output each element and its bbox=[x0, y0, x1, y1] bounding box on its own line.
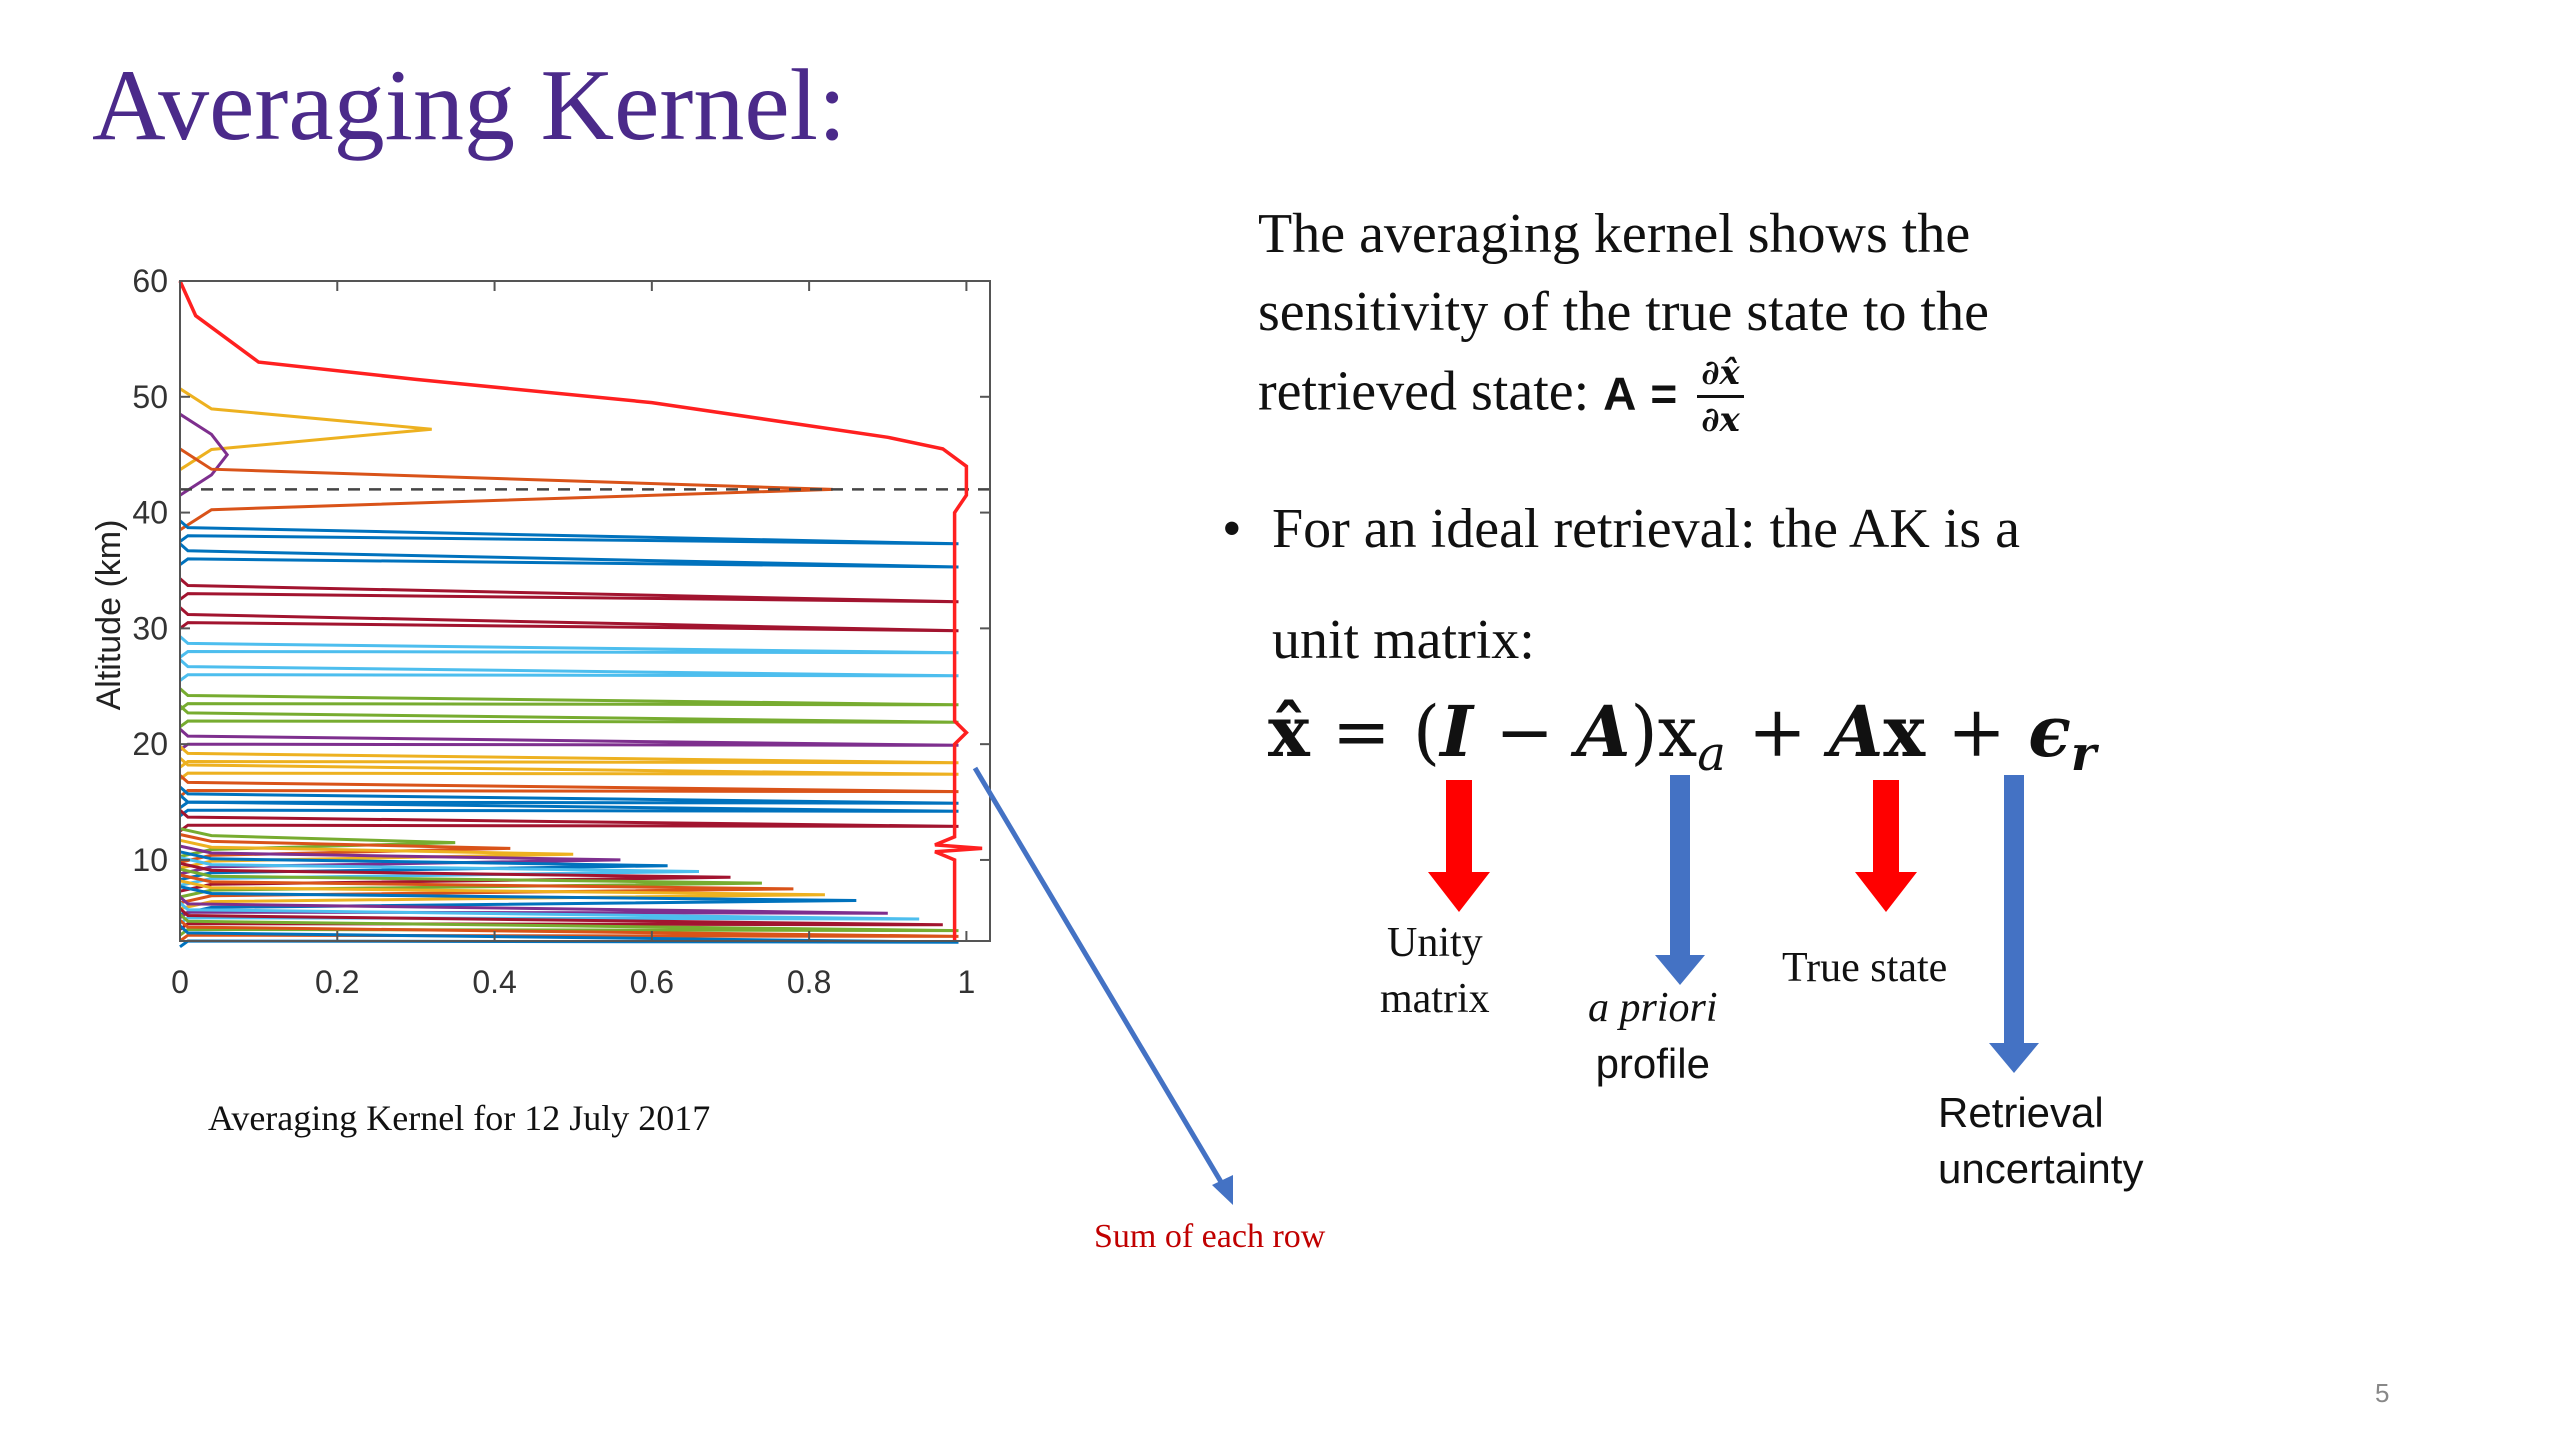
kernel-row-8 bbox=[179, 658, 959, 682]
eq-epsilon: ϵ bbox=[2028, 690, 2071, 773]
bullet-ideal-retrieval: • For an ideal retrieval: the AK is a bbox=[1222, 490, 2322, 568]
kernel-row-13 bbox=[179, 756, 959, 781]
averaging-kernel-chart: 0 0.2 0.4 0.6 0.8 1 10 20 30 40 50 60 Altitude (km) bbox=[90, 263, 991, 1000]
eq-plus-2: + bbox=[1925, 691, 2029, 773]
kernel-row-1 bbox=[179, 412, 230, 497]
kernel-row-4 bbox=[179, 542, 959, 569]
kernel-row-6 bbox=[179, 606, 959, 633]
y-tick-label-5: 60 bbox=[132, 263, 168, 299]
description-line-1: The averaging kernel shows the bbox=[1258, 203, 1971, 265]
kernel-row-17 bbox=[179, 809, 959, 833]
y-tick-label-4: 50 bbox=[132, 379, 168, 415]
eq-identity: I bbox=[1440, 690, 1473, 773]
chart-axes: 0 0.2 0.4 0.6 0.8 1 10 20 30 40 50 60 bbox=[132, 263, 991, 1000]
arrow-retrieval-uncertainty bbox=[1989, 775, 2039, 1073]
x-tick-label-2: 0.4 bbox=[472, 964, 516, 1000]
eq-sub-r: r bbox=[2070, 726, 2097, 782]
x-tick-label-1: 0.2 bbox=[315, 964, 359, 1000]
kernel-row-15 bbox=[179, 785, 959, 810]
label-profile: profile bbox=[1595, 1040, 1710, 1087]
label-a-priori-profile: a priori profile bbox=[1588, 980, 1718, 1092]
eq-equals-paren: = ( bbox=[1309, 691, 1441, 773]
arrow-true-state bbox=[1855, 780, 1917, 912]
sum-of-rows-curve bbox=[178, 280, 983, 941]
kernel-row-26 bbox=[179, 873, 794, 905]
kernel-row-3 bbox=[179, 519, 959, 546]
label-unity: Unity bbox=[1386, 920, 1483, 966]
kernel-row-7 bbox=[179, 635, 959, 659]
x-tick-label-4: 0.8 bbox=[787, 964, 831, 1000]
kernel-row-34 bbox=[179, 924, 959, 949]
arrow-a-priori bbox=[1655, 775, 1705, 985]
kernel-row-11 bbox=[179, 727, 959, 752]
y-tick-label-0: 10 bbox=[132, 842, 168, 878]
x-tick-label-0: 0 bbox=[171, 964, 189, 1000]
fraction-denominator: ∂x bbox=[1701, 400, 1740, 440]
arrow-sum-of-each-row bbox=[972, 766, 1233, 1205]
y-axis-label: Altitude (km) bbox=[90, 520, 128, 711]
kernel-row-0 bbox=[179, 387, 432, 471]
y-tick-label-3: 40 bbox=[132, 495, 168, 531]
bullet-continuation: unit matrix: bbox=[1272, 609, 1535, 671]
fraction-numerator: ∂x̂ bbox=[1697, 351, 1744, 398]
description-line-3: retrieved state: A = ∂x̂ ∂x bbox=[1258, 351, 2258, 442]
eq-close-x: )x bbox=[1630, 691, 1698, 773]
retrieved-state-text: retrieved state: bbox=[1258, 360, 1590, 423]
label-true-state: True state bbox=[1782, 945, 1948, 991]
chart-caption: Averaging Kernel for 12 July 2017 bbox=[208, 1098, 711, 1138]
eq-sub-a: a bbox=[1697, 726, 1726, 782]
kernel-row-16 bbox=[179, 793, 959, 818]
bullet-dot: • bbox=[1222, 498, 1242, 560]
y-tick-label-1: 20 bbox=[132, 726, 168, 762]
plot-frame bbox=[179, 280, 991, 942]
eq-x-bold: x bbox=[1883, 690, 1926, 773]
eq-minus: − bbox=[1472, 691, 1577, 773]
eq-xhat: x̂ bbox=[1268, 690, 1310, 773]
sum-of-each-row-label: Sum of each row bbox=[1094, 1218, 1326, 1255]
label-uncertainty: uncertainty bbox=[1938, 1145, 2144, 1192]
a-symbol: A bbox=[1603, 367, 1637, 420]
label-matrix: matrix bbox=[1380, 976, 1490, 1022]
chart-plot-area bbox=[178, 280, 990, 949]
kernel-row-33 bbox=[179, 919, 959, 943]
kernel-row-10 bbox=[179, 704, 959, 729]
y-tick-label-2: 30 bbox=[132, 610, 168, 646]
derivative-fraction: ∂x̂ ∂x bbox=[1697, 351, 1744, 442]
arrow-unity-matrix bbox=[1428, 780, 1490, 912]
label-unity-matrix: Unity matrix bbox=[1380, 915, 1490, 1027]
description-line-2: sensitivity of the true state to the bbox=[1258, 281, 1989, 343]
kernel-row-9 bbox=[179, 687, 959, 711]
eq-a-first: A bbox=[1576, 690, 1631, 773]
ak-description: The averaging kernel shows the sensitivi… bbox=[1258, 195, 2258, 442]
kernel-row-5 bbox=[179, 577, 959, 604]
retrieval-equation: x̂ = (I − A)xa + Ax + ϵr bbox=[1268, 690, 2096, 782]
x-tick-label-5: 1 bbox=[958, 964, 976, 1000]
equals-sign: = bbox=[1650, 367, 1678, 420]
page-number: 5 bbox=[2375, 1378, 2390, 1408]
label-retrieval-uncertainty: Retrieval uncertainty bbox=[1938, 1085, 2143, 1197]
eq-a-second: A bbox=[1829, 690, 1884, 773]
label-retrieval: Retrieval bbox=[1938, 1089, 2104, 1136]
label-a-priori: a priori bbox=[1588, 985, 1718, 1031]
eq-plus-1: + bbox=[1725, 691, 1829, 773]
bullet-text: For an ideal retrieval: the AK is a bbox=[1272, 498, 2020, 560]
x-tick-label-3: 0.6 bbox=[630, 964, 674, 1000]
slide-title: Averaging Kernel: bbox=[92, 49, 847, 162]
